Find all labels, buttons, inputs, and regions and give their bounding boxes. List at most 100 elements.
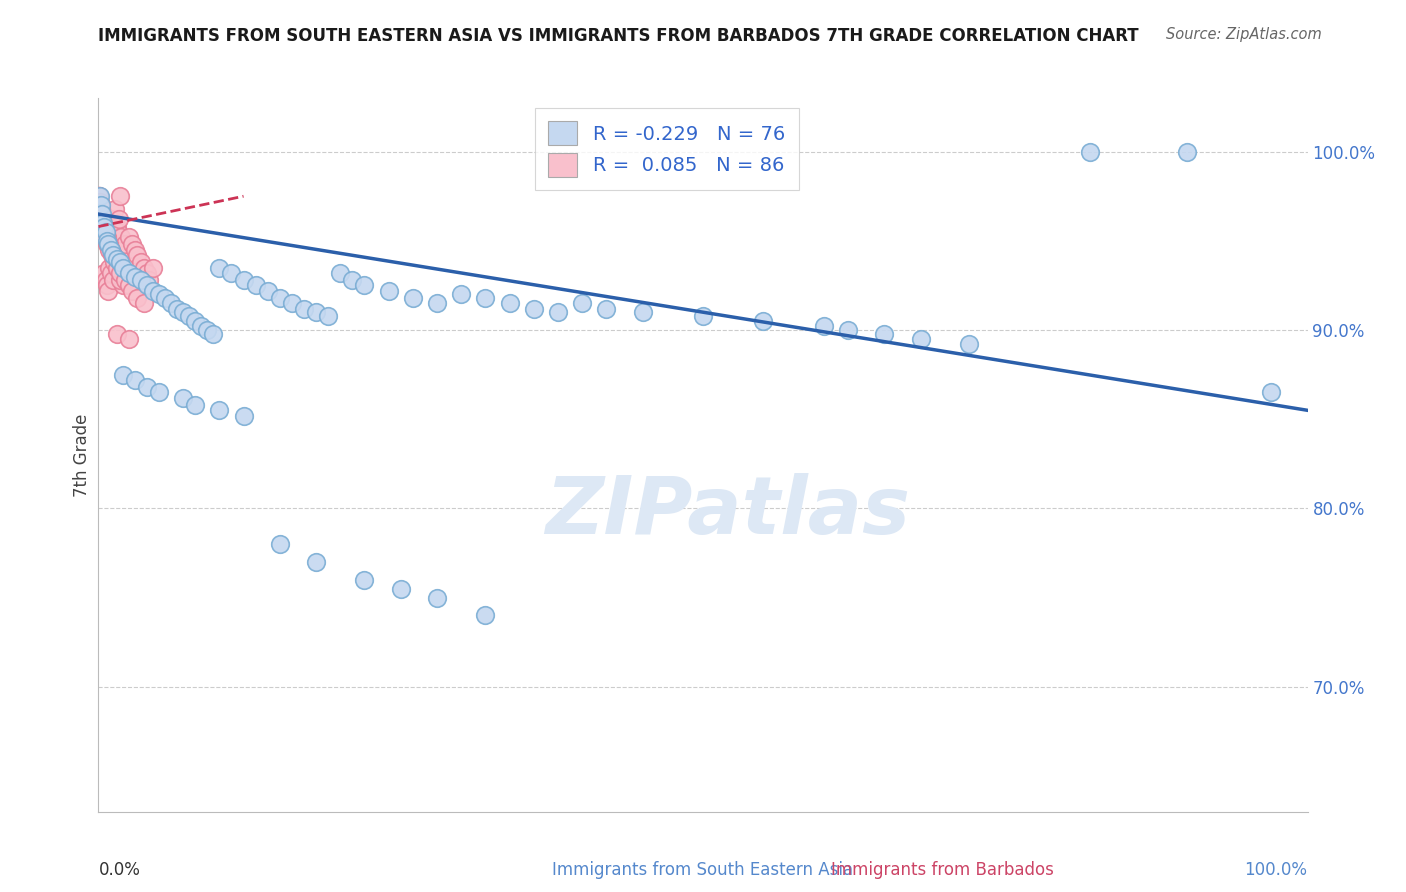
Point xyxy=(90,202,112,216)
Point xyxy=(135,266,157,280)
Point xyxy=(111,243,134,257)
Point xyxy=(114,237,136,252)
Point xyxy=(90,207,112,221)
Point xyxy=(89,202,111,216)
Text: 0.0%: 0.0% xyxy=(98,861,141,879)
Point xyxy=(93,219,115,234)
Point xyxy=(89,189,111,203)
Point xyxy=(353,573,375,587)
Point xyxy=(124,269,146,284)
Point xyxy=(837,323,859,337)
Point xyxy=(105,260,128,275)
Point xyxy=(94,212,117,227)
Point xyxy=(1078,145,1101,159)
Point xyxy=(474,608,496,623)
Point xyxy=(100,212,122,227)
Point xyxy=(281,296,304,310)
Point xyxy=(97,284,120,298)
Point xyxy=(91,225,114,239)
Point xyxy=(107,225,129,239)
Point xyxy=(595,301,617,316)
Point xyxy=(873,326,896,341)
Point xyxy=(121,284,143,298)
Point xyxy=(104,202,127,216)
Point xyxy=(957,337,980,351)
Point xyxy=(105,260,128,275)
Point xyxy=(91,207,114,221)
Point xyxy=(184,314,207,328)
Point xyxy=(135,278,157,293)
Point xyxy=(353,278,375,293)
Point xyxy=(138,273,160,287)
Point xyxy=(692,309,714,323)
Point xyxy=(179,309,201,323)
Text: IMMIGRANTS FROM SOUTH EASTERN ASIA VS IMMIGRANTS FROM BARBADOS 7TH GRADE CORRELA: IMMIGRANTS FROM SOUTH EASTERN ASIA VS IM… xyxy=(98,27,1139,45)
Point xyxy=(190,319,212,334)
Point xyxy=(89,198,111,212)
Point xyxy=(91,219,114,234)
Point xyxy=(90,198,112,212)
Point xyxy=(121,237,143,252)
Point xyxy=(118,332,141,346)
Point xyxy=(98,230,121,244)
Point xyxy=(103,212,125,227)
Point xyxy=(134,296,156,310)
Point xyxy=(208,403,231,417)
Point xyxy=(100,243,122,257)
Point xyxy=(89,198,111,212)
Point xyxy=(101,248,124,262)
Point xyxy=(148,287,170,301)
Y-axis label: 7th Grade: 7th Grade xyxy=(73,413,91,497)
Point xyxy=(105,326,128,341)
Point xyxy=(96,230,118,244)
Point xyxy=(160,296,183,310)
Point xyxy=(329,266,352,280)
Point xyxy=(91,216,114,230)
Point xyxy=(129,255,152,269)
Point xyxy=(135,380,157,394)
Point xyxy=(91,212,114,227)
Point xyxy=(402,291,425,305)
Point xyxy=(523,301,546,316)
Point xyxy=(118,266,141,280)
Point xyxy=(100,243,122,257)
Point xyxy=(202,326,225,341)
Point xyxy=(389,582,412,596)
Point xyxy=(97,225,120,239)
Point xyxy=(100,219,122,234)
Point xyxy=(105,219,128,234)
Point xyxy=(426,591,449,605)
Point xyxy=(1260,385,1282,400)
Point xyxy=(89,194,111,209)
Point xyxy=(94,273,117,287)
Point xyxy=(89,194,111,209)
Point xyxy=(101,248,124,262)
Point xyxy=(124,243,146,257)
Point xyxy=(97,237,120,252)
Point xyxy=(98,237,121,252)
Point xyxy=(108,212,131,227)
Text: Immigrants from South Eastern Asia: Immigrants from South Eastern Asia xyxy=(553,861,853,879)
Point xyxy=(108,189,131,203)
Point xyxy=(108,260,131,275)
Point xyxy=(96,234,118,248)
Point xyxy=(166,301,188,316)
Point xyxy=(813,319,835,334)
Point xyxy=(377,284,399,298)
Point xyxy=(87,189,110,203)
Point xyxy=(153,291,176,305)
Point xyxy=(221,266,243,280)
Point xyxy=(292,301,315,316)
Point xyxy=(269,537,291,551)
Point xyxy=(269,291,291,305)
Point xyxy=(118,278,141,293)
Point xyxy=(93,225,115,239)
Point xyxy=(134,260,156,275)
Text: 100.0%: 100.0% xyxy=(1244,861,1308,879)
Point xyxy=(232,409,254,423)
Point xyxy=(108,255,131,269)
Point xyxy=(90,207,112,221)
Point xyxy=(91,216,114,230)
Point xyxy=(91,212,114,227)
Point xyxy=(93,230,115,244)
